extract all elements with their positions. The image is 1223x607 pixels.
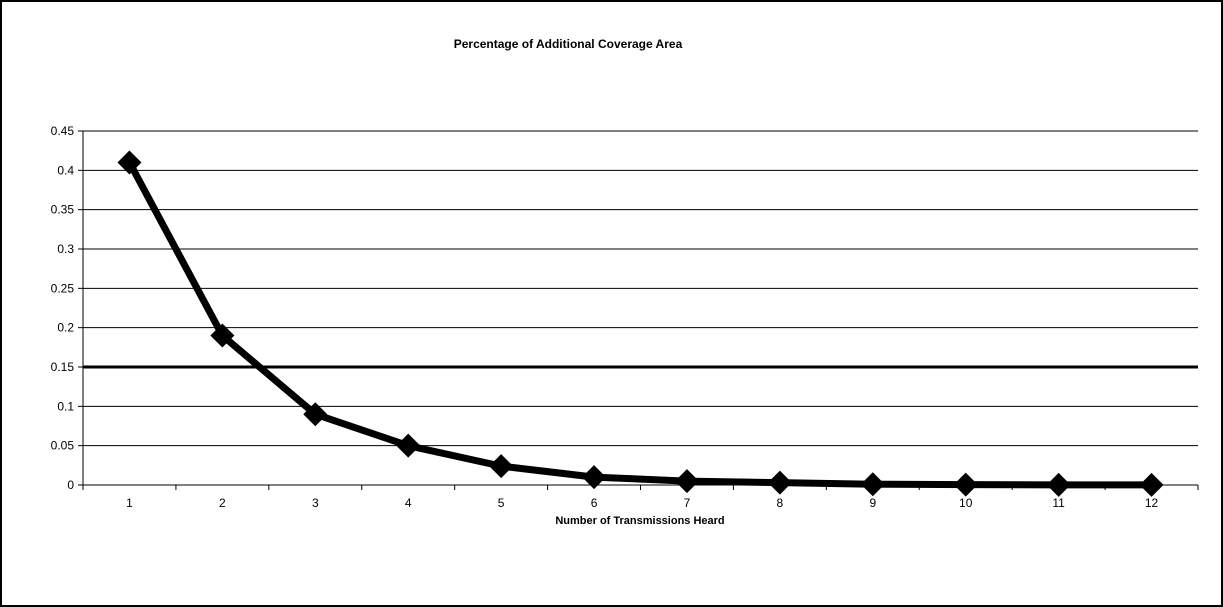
data-point-marker: [674, 469, 699, 494]
data-point-marker: [210, 323, 235, 348]
data-point-marker: [1046, 472, 1071, 497]
y-tick-label: 0.35: [51, 203, 75, 217]
y-tick-label: 0.25: [51, 281, 75, 295]
series-line: [125, 158, 1156, 489]
data-point-marker: [953, 472, 978, 497]
data-point-marker: [767, 470, 792, 495]
x-tick-label: 10: [959, 496, 973, 510]
y-tick-label: 0.4: [57, 163, 74, 177]
y-tick-label: 0.2: [57, 321, 74, 335]
data-markers: [117, 150, 1164, 497]
data-point-marker: [582, 465, 607, 490]
x-tick-label: 4: [405, 496, 412, 510]
x-tick-label: 5: [498, 496, 505, 510]
data-point-marker: [396, 433, 421, 458]
data-point-marker: [860, 472, 885, 497]
y-tick-label: 0.05: [51, 439, 75, 453]
gridlines: [83, 130, 1198, 447]
data-point-marker: [117, 150, 142, 175]
series-line-path: [125, 158, 1156, 489]
y-tick-label: 0.1: [57, 399, 74, 413]
y-tick-label: 0.15: [51, 360, 75, 374]
x-axis-title: Number of Transmissions Heard: [555, 515, 724, 527]
x-tick-label: 12: [1145, 496, 1159, 510]
x-tick-label: 7: [684, 496, 691, 510]
x-tick-label: 1: [126, 496, 133, 510]
data-point-marker: [489, 454, 514, 479]
x-tick-label: 9: [869, 496, 876, 510]
x-tick-label: 11: [1052, 496, 1065, 510]
y-tick-label: 0: [67, 478, 74, 492]
x-tick-label: 8: [777, 496, 784, 510]
chart-title: Percentage of Additional Coverage Area: [454, 37, 683, 51]
data-point-marker: [303, 402, 328, 427]
data-point-marker: [1139, 472, 1164, 497]
y-tick-label: 0.45: [51, 124, 75, 138]
x-tick-label: 2: [219, 496, 226, 510]
x-tick-label: 3: [312, 496, 319, 510]
y-tick-label: 0.3: [57, 242, 74, 256]
x-tick-label: 6: [591, 496, 598, 510]
x-tick-labels: 1 2 3 4 5 6 7 8 9 10 11 12: [126, 496, 1158, 510]
y-tick-labels: 0 0.05 0.1 0.15 0.2 0.25 0.3 0.35 0.4 0.45: [51, 124, 75, 492]
